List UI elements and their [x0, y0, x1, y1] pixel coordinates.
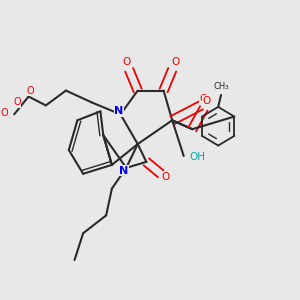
Text: OH: OH [189, 152, 206, 162]
Text: O: O [13, 98, 21, 107]
Text: O: O [26, 85, 34, 96]
Text: O: O [122, 57, 130, 67]
Text: N: N [119, 166, 128, 176]
Text: O: O [1, 108, 8, 118]
Text: O: O [171, 57, 179, 67]
Text: CH₃: CH₃ [213, 82, 229, 91]
Text: O: O [161, 172, 169, 182]
Text: O: O [200, 94, 208, 104]
Text: N: N [114, 106, 124, 116]
Text: O: O [9, 117, 11, 118]
Text: O: O [202, 96, 211, 106]
